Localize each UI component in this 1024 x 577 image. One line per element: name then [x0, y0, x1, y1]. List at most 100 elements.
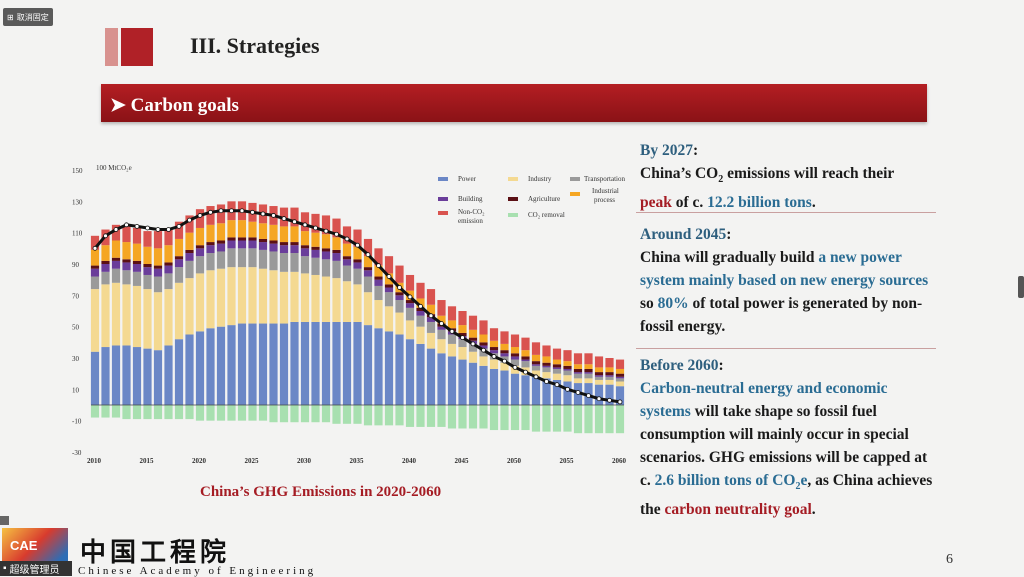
x-tick-label: 2020	[192, 457, 207, 465]
bar-segment	[489, 405, 499, 431]
user-icon: ▪	[3, 563, 7, 574]
bar-segment	[185, 249, 194, 254]
bar-segment	[164, 405, 173, 420]
net-emissions-point	[512, 364, 518, 370]
net-emissions-point	[439, 321, 444, 326]
bar-segment	[521, 375, 530, 405]
legend-label: process	[594, 196, 615, 204]
bar-segment	[290, 321, 299, 405]
bar-segment	[552, 364, 562, 368]
bar-segment	[479, 334, 488, 343]
legend-swatch	[508, 213, 518, 217]
bar-segment	[384, 331, 394, 405]
bar-segment	[563, 368, 572, 371]
bar-segment	[479, 365, 488, 405]
bar-segment	[258, 323, 268, 405]
bar-segment	[405, 274, 415, 291]
bar-segment	[426, 348, 436, 405]
bar-segment	[479, 345, 488, 349]
bar-segment	[132, 227, 142, 244]
bar-segment	[573, 368, 583, 373]
bar-segment	[227, 220, 236, 238]
bar-segment	[311, 246, 320, 250]
bar-segment	[542, 362, 551, 366]
bar-segment	[153, 231, 163, 249]
bar-segment	[164, 265, 173, 274]
net-emissions-point	[460, 335, 465, 341]
bar-segment	[437, 339, 446, 354]
bar-segment	[605, 375, 614, 377]
bar-segment	[552, 405, 562, 432]
bar-segment	[437, 315, 446, 324]
bar-segment	[353, 229, 362, 247]
bar-segment	[153, 292, 163, 351]
bar-segment	[258, 223, 268, 239]
bar-segment	[290, 253, 299, 272]
bar-segment	[416, 343, 425, 405]
bar-segment	[248, 237, 257, 241]
unpin-button[interactable]: ⊞ 取消固定	[3, 8, 53, 26]
net-emissions-point	[407, 294, 413, 300]
bar-segment	[248, 221, 257, 238]
bar-segment	[216, 240, 226, 244]
bar-segment	[594, 405, 604, 434]
admin-label[interactable]: ▪ 超级管理员	[0, 561, 72, 576]
bar-segment	[542, 345, 551, 357]
y-tick-label: 30	[72, 355, 80, 363]
bar-segment	[101, 271, 110, 285]
bar-segment	[174, 405, 184, 420]
bar-segment	[615, 381, 625, 387]
bar-segment	[332, 278, 341, 322]
milestone-2060: Before 2060: Carbon-neutral energy and e…	[640, 357, 933, 519]
bar-segment	[353, 405, 362, 424]
x-tick-label: 2060	[612, 457, 627, 465]
bar-segment	[374, 285, 383, 301]
bar-segment	[279, 271, 289, 324]
bar-segment	[174, 256, 184, 260]
collapse-panel-icon[interactable]	[0, 516, 9, 525]
bar-segment	[552, 368, 562, 374]
bar-segment	[468, 362, 478, 405]
bar-segment	[531, 365, 541, 371]
bar-segment	[279, 253, 289, 272]
bar-segment	[216, 268, 226, 327]
bar-segment	[563, 375, 572, 382]
bar-segment	[510, 356, 520, 360]
bar-segment	[143, 289, 152, 349]
bar-segment	[290, 405, 299, 423]
bar-segment	[447, 306, 457, 321]
bar-segment	[615, 376, 625, 379]
bar-segment	[605, 358, 614, 368]
bar-segment	[300, 245, 310, 249]
bar-segment	[195, 227, 205, 246]
bar-segment	[269, 251, 278, 271]
bar-segment	[90, 235, 100, 250]
bar-segment	[563, 350, 572, 362]
net-emissions-point	[313, 225, 318, 231]
net-emissions-point	[617, 399, 623, 405]
x-tick-label: 2055	[560, 457, 575, 465]
legend-label: Non-CO₂	[458, 208, 485, 216]
bar-segment	[321, 321, 331, 405]
bar-segment	[552, 367, 562, 369]
chart-caption: China’s GHG Emissions in 2020-2060	[200, 484, 442, 500]
bar-segment	[290, 242, 299, 246]
bar-segment	[573, 405, 583, 434]
bar-segment	[353, 262, 362, 269]
bar-segment	[395, 292, 404, 296]
bar-segment	[206, 206, 215, 225]
side-scroll-handle[interactable]	[1018, 276, 1024, 298]
bar-segment	[447, 405, 457, 429]
bar-segment	[531, 354, 541, 362]
bar-segment	[90, 405, 100, 418]
net-emissions-point	[176, 223, 182, 229]
bar-segment	[542, 356, 551, 363]
net-emissions-point	[292, 219, 297, 225]
bar-segment	[426, 332, 436, 349]
net-emissions-point	[397, 285, 402, 290]
bar-segment	[342, 243, 352, 257]
bar-segment	[384, 284, 394, 288]
y-tick-label: 70	[72, 292, 80, 300]
bar-segment	[195, 248, 205, 257]
bar-segment	[458, 311, 467, 326]
